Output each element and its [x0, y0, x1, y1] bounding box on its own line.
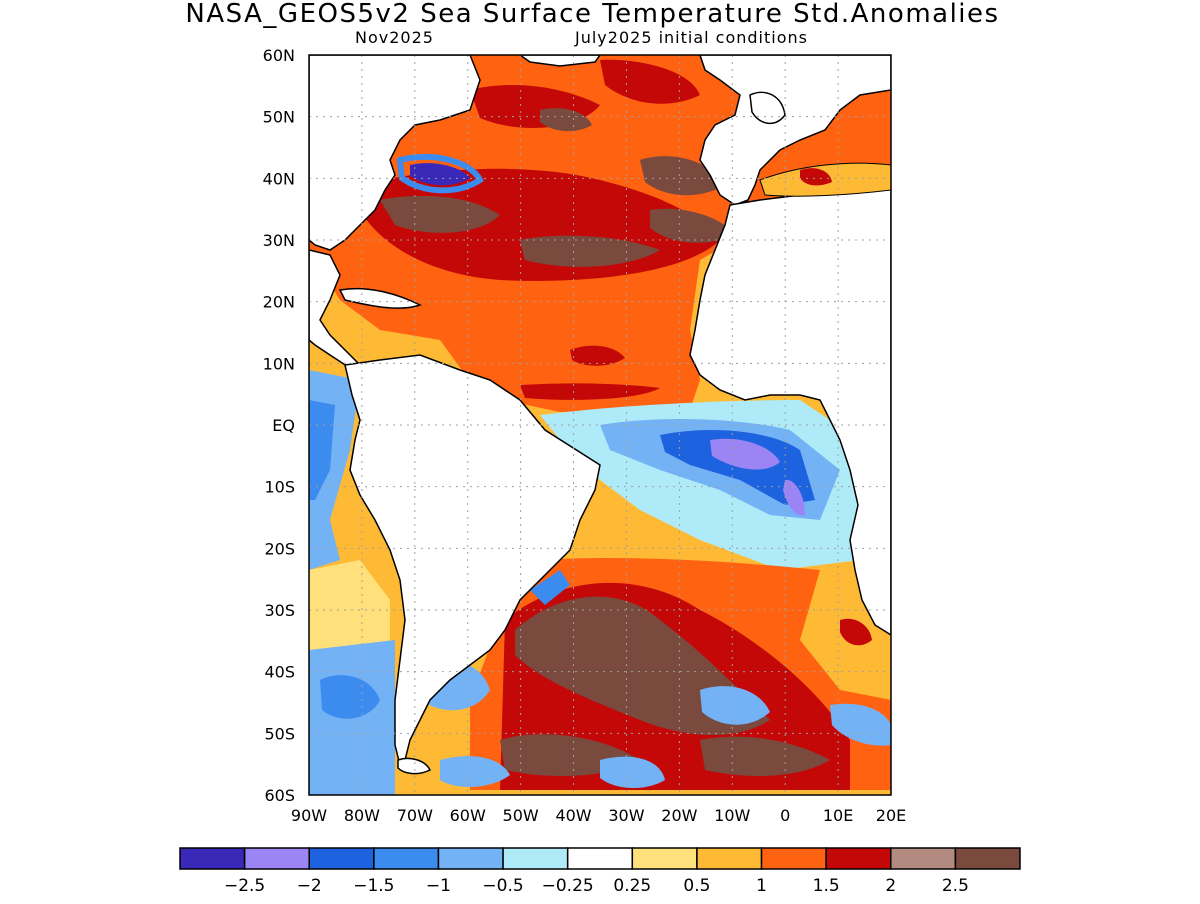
north-america-land	[309, 55, 481, 251]
colorbar-label: −2	[297, 876, 322, 896]
europe-land	[699, 55, 891, 206]
lon-label: 90W	[291, 806, 327, 825]
longitude-labels: 90W 80W 70W 60W 50W 40W 30W 20W 10W 0 10E 20E	[291, 806, 906, 825]
lat-label: 60S	[264, 786, 295, 805]
colorbar-swatch	[566, 847, 634, 870]
lat-label: 40S	[264, 663, 295, 682]
north-atlantic-extreme-warm-1	[380, 195, 500, 233]
southeast-pacific-mix	[309, 560, 390, 660]
lon-label: 40W	[555, 806, 591, 825]
lon-label: 80W	[344, 806, 380, 825]
gridlines	[309, 55, 891, 795]
colorbar-swatch	[437, 847, 504, 870]
brazil-coast-cool	[530, 570, 570, 605]
colorbar-swatch	[373, 847, 440, 870]
med-warm-spot	[800, 168, 832, 186]
colorbar-label: 0.5	[683, 876, 710, 896]
southeast-atlantic-warm-spot	[840, 618, 872, 646]
equatorial-cold-inner	[660, 430, 815, 505]
latitude-labels: 60N 50N 40N 30N 20N 10N EQ 10S 20S 30S 40S 50S 60S	[263, 46, 295, 805]
colorbar	[179, 847, 1021, 870]
colorbar-label: −0.5	[482, 876, 523, 896]
uk-land	[749, 91, 786, 124]
north-atlantic-extreme-warm-2	[520, 235, 660, 267]
north-atlantic-extreme-warm-4	[650, 208, 735, 243]
lon-label: 10E	[823, 806, 853, 825]
greenland-edge	[518, 55, 601, 67]
high-lat-warm-2	[600, 59, 700, 104]
tierra-del-fuego-land	[397, 757, 432, 775]
lat-label: 30N	[263, 231, 295, 250]
lat-label: 20N	[263, 293, 295, 312]
lat-label: 10S	[264, 478, 295, 497]
lon-label: 20E	[876, 806, 906, 825]
lat-label: 20S	[264, 539, 295, 558]
initial-conditions-label: July2025 initial conditions	[575, 28, 808, 47]
southeast-atlantic-cool	[830, 703, 891, 746]
colorbar-label: −1.5	[353, 876, 394, 896]
lon-label: 20W	[661, 806, 697, 825]
lon-label: 70W	[397, 806, 433, 825]
colorbar-label: 1	[756, 876, 767, 896]
colorbar-label: 2	[885, 876, 896, 896]
south-atlantic-cool-patch-3	[600, 756, 665, 789]
equatorial-cold-extreme-2	[783, 479, 805, 516]
colorbar-label: 2.5	[942, 876, 969, 896]
central-america-land	[309, 249, 362, 369]
colorbar-swatch	[760, 847, 827, 870]
lat-label: 60N	[263, 46, 295, 65]
colorbar-swatch	[954, 847, 1021, 870]
lat-label: 50S	[264, 724, 295, 743]
colorbar-swatch	[696, 847, 763, 870]
africa-land	[689, 174, 891, 636]
tropical-warm-blob	[570, 345, 625, 366]
south-atlantic-cool-patch-2	[700, 686, 770, 725]
lat-label: 40N	[263, 169, 295, 188]
colorbar-label: 1.5	[813, 876, 840, 896]
tropical-warm-band	[520, 383, 660, 400]
high-lat-warm-3	[540, 108, 592, 132]
cool-patch-newfoundland	[410, 163, 470, 186]
lon-label: 0	[780, 806, 790, 825]
colorbar-swatch	[243, 847, 310, 870]
lon-label: 30W	[608, 806, 644, 825]
colorbar-label: −2.5	[224, 876, 265, 896]
forecast-month: Nov2025	[355, 28, 434, 47]
colorbar-swatch	[179, 847, 246, 870]
lon-label: 10W	[714, 806, 750, 825]
map-frame	[308, 54, 892, 796]
equatorial-cold-extreme	[710, 438, 780, 470]
colorbar-swatch	[825, 847, 892, 870]
lat-label: 30S	[264, 601, 295, 620]
colorbar-swatch	[890, 847, 957, 870]
colorbar-label: −0.25	[542, 876, 594, 896]
colorbar-swatch	[502, 847, 569, 870]
southeast-pacific-cool-core	[320, 675, 380, 719]
south-atlantic-extreme-warm-3	[700, 736, 830, 776]
lon-label: 60W	[450, 806, 486, 825]
lat-label: 10N	[263, 354, 295, 373]
lat-label: 50N	[263, 108, 295, 127]
patagonia-shelf-cool	[440, 756, 510, 787]
cuba-land	[338, 287, 422, 309]
south-america-land	[344, 354, 601, 767]
colorbar-swatch	[631, 847, 698, 870]
lat-label: EQ	[272, 416, 295, 435]
lon-label: 50W	[503, 806, 539, 825]
anomaly-field	[309, 55, 891, 795]
cool-rim-newfoundland	[396, 154, 484, 194]
east-pacific-cool-core	[309, 400, 335, 500]
colorbar-label: 0.25	[613, 876, 651, 896]
colorbar-label: −1	[426, 876, 451, 896]
colorbar-swatch	[308, 847, 375, 870]
map-title: NASA_GEOS5v2 Sea Surface Temperature Std…	[185, 0, 1000, 29]
colorbar-labels: −2.5 −2 −1.5 −1 −0.5 −0.25 0.25 0.5 1 1.5 2 2.5	[224, 876, 969, 896]
